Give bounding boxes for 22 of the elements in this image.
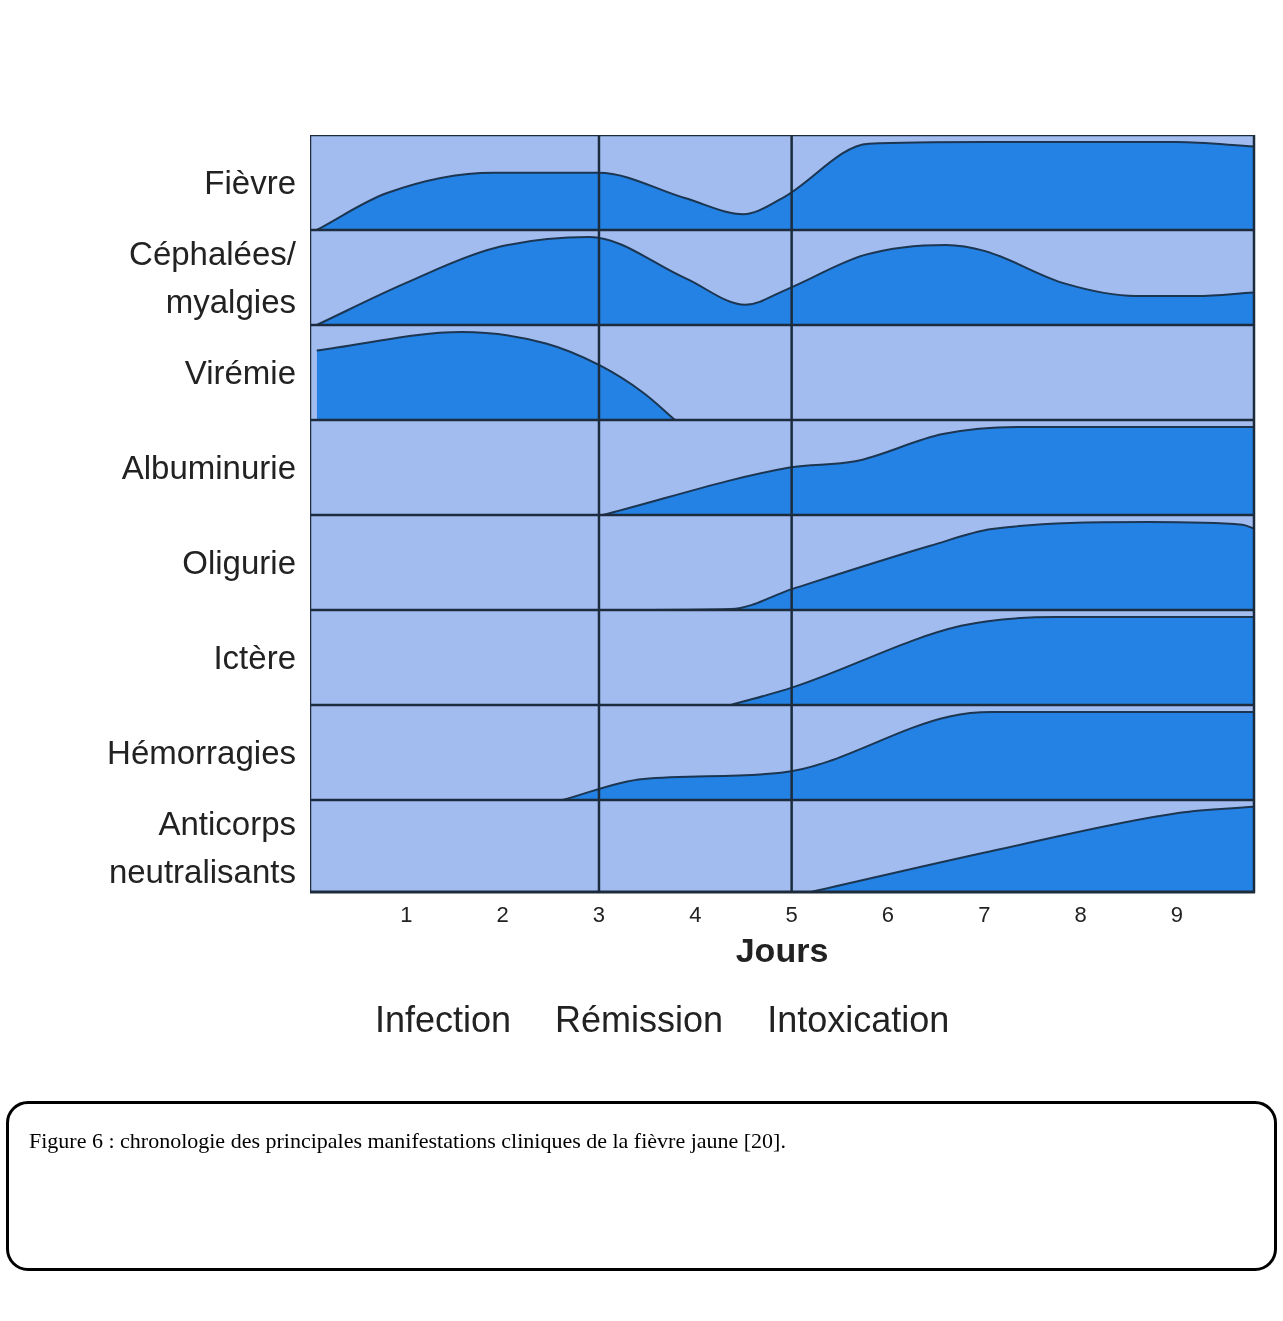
y-axis-title: Anticorps neutralisants (107, 803, 297, 892)
x-tick-label: 1 (400, 902, 413, 928)
text: Intoxication (767, 999, 950, 1041)
y-axis-title: Ictère (212, 637, 297, 678)
x-tick-label: 2 (496, 902, 509, 928)
y-axis-title: Hémorragies (106, 732, 297, 773)
y-axis-title: Céphalées/ myalgies (128, 233, 297, 322)
caption: Figure 6 : chronologie des principales manifestations cliniques de la fièvre jaune [20]. (29, 1128, 787, 1154)
x-tick-label: 9 (1170, 902, 1184, 928)
text: Infection (375, 999, 512, 1041)
x-tick-label: 6 (881, 902, 895, 928)
y-axis-title: Virémie (183, 352, 297, 393)
x-tick-label: 5 (785, 902, 798, 928)
x-tick-label: 8 (1074, 902, 1087, 928)
x-tick-label: 7 (978, 902, 991, 928)
y-axis-title: Oligurie (181, 542, 297, 583)
x-axis-title: Jours (735, 930, 829, 969)
y-axis-title: Albuminurie (120, 447, 297, 488)
x-tick-label: 3 (592, 902, 606, 928)
y-axis-title: Fièvre (203, 162, 297, 203)
text: Rémission (555, 999, 724, 1041)
x-tick-label: 4 (689, 902, 702, 928)
